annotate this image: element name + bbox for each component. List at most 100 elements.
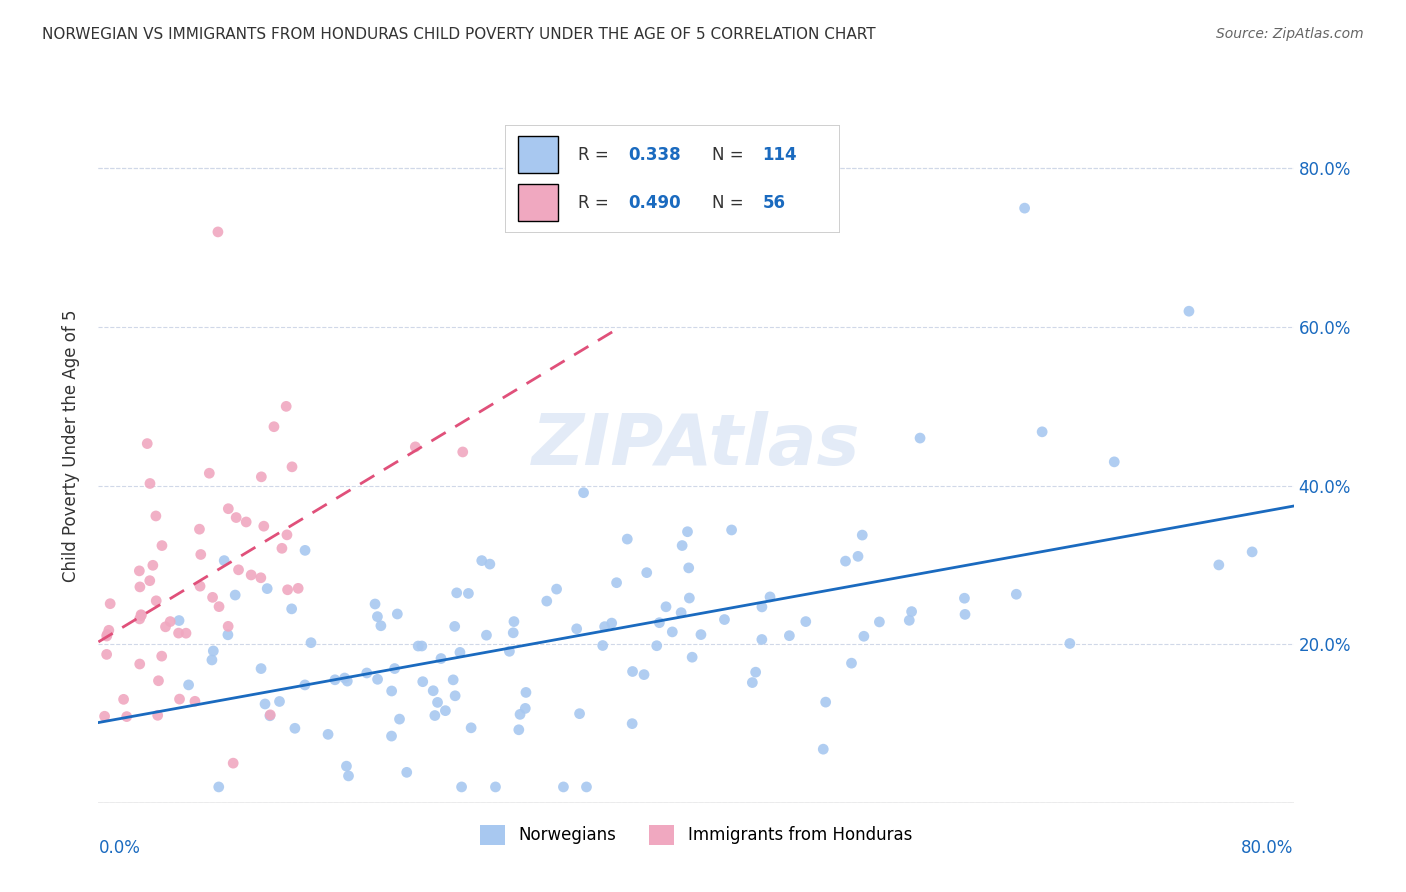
Point xyxy=(778,629,800,643)
Point xyxy=(460,721,482,735)
Point xyxy=(814,695,837,709)
Point xyxy=(900,605,922,619)
Point xyxy=(713,613,735,627)
Point xyxy=(1031,425,1053,439)
Point xyxy=(648,615,671,630)
Point xyxy=(852,629,875,643)
Point xyxy=(294,678,316,692)
Point xyxy=(323,673,346,687)
Point xyxy=(621,716,644,731)
Point xyxy=(228,563,250,577)
Point xyxy=(794,615,817,629)
Point xyxy=(451,445,474,459)
Point xyxy=(280,602,302,616)
Point xyxy=(128,657,150,671)
Point xyxy=(240,568,263,582)
Point xyxy=(370,619,392,633)
Point xyxy=(167,626,190,640)
Point xyxy=(281,459,304,474)
Point xyxy=(188,579,211,593)
Point xyxy=(271,541,294,556)
Point xyxy=(190,548,212,562)
Point xyxy=(96,648,118,662)
Point xyxy=(636,566,658,580)
Point xyxy=(155,620,177,634)
Point xyxy=(148,673,170,688)
Point xyxy=(1241,545,1264,559)
Point xyxy=(592,639,614,653)
Point xyxy=(136,436,159,450)
Point xyxy=(366,609,388,624)
Point xyxy=(1178,304,1201,318)
Point xyxy=(633,667,655,681)
Point xyxy=(235,515,257,529)
Point xyxy=(751,632,773,647)
Point xyxy=(751,599,773,614)
Point xyxy=(139,574,162,588)
Point xyxy=(208,599,231,614)
Point xyxy=(316,727,339,741)
Point xyxy=(250,662,273,676)
Point xyxy=(509,707,531,722)
Point xyxy=(846,549,869,564)
Point xyxy=(676,524,699,539)
Point xyxy=(284,721,307,735)
Point xyxy=(184,694,207,708)
Point xyxy=(813,742,835,756)
Point xyxy=(142,558,165,573)
Point xyxy=(411,639,433,653)
Point xyxy=(224,588,246,602)
Point xyxy=(97,624,120,638)
Point xyxy=(93,709,115,723)
Point xyxy=(600,616,623,631)
Point xyxy=(145,508,167,523)
Point xyxy=(112,692,135,706)
Point xyxy=(744,665,766,680)
Point xyxy=(129,607,152,622)
Point xyxy=(841,656,863,670)
Point xyxy=(423,708,446,723)
Point xyxy=(446,586,468,600)
Point xyxy=(259,707,281,722)
Point xyxy=(201,653,224,667)
Point xyxy=(259,708,281,723)
Point xyxy=(188,522,211,536)
Point xyxy=(655,599,678,614)
Point xyxy=(443,619,465,633)
Point xyxy=(498,644,520,658)
Point xyxy=(720,523,742,537)
Text: Source: ZipAtlas.com: Source: ZipAtlas.com xyxy=(1216,27,1364,41)
Point xyxy=(759,590,782,604)
Point xyxy=(96,629,118,643)
Point xyxy=(671,539,693,553)
Point xyxy=(139,476,162,491)
Point xyxy=(367,673,389,687)
Point xyxy=(356,665,378,680)
Point xyxy=(128,612,150,626)
Point xyxy=(669,606,692,620)
Point xyxy=(593,620,616,634)
Point xyxy=(434,704,457,718)
Point xyxy=(953,607,976,622)
Point xyxy=(475,628,498,642)
Point xyxy=(129,580,152,594)
Point xyxy=(250,470,273,484)
Point xyxy=(616,532,638,546)
Point xyxy=(741,675,763,690)
Point xyxy=(277,582,299,597)
Point xyxy=(337,769,360,783)
Legend: Norwegians, Immigrants from Honduras: Norwegians, Immigrants from Honduras xyxy=(474,818,918,852)
Point xyxy=(276,400,298,414)
Point xyxy=(449,645,471,659)
Point xyxy=(478,557,501,571)
Point xyxy=(690,627,713,641)
Point xyxy=(169,692,191,706)
Point xyxy=(645,639,668,653)
Point xyxy=(546,582,568,596)
Point xyxy=(98,597,121,611)
Point xyxy=(953,591,976,606)
Point xyxy=(96,627,118,641)
Point xyxy=(202,644,225,658)
Point xyxy=(381,684,404,698)
Text: 80.0%: 80.0% xyxy=(1241,838,1294,856)
